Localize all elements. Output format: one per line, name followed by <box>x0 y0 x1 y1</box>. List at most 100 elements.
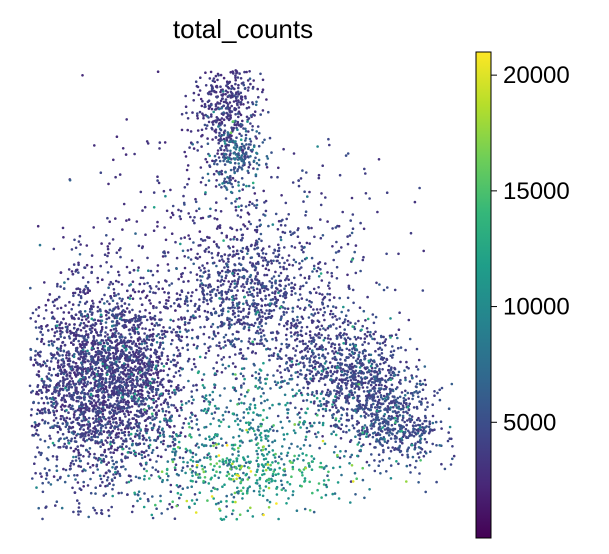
cell-point <box>377 158 381 161</box>
cell-point <box>247 307 251 311</box>
cell-point <box>137 290 141 293</box>
cell-point <box>307 277 311 280</box>
cell-point <box>70 377 73 380</box>
cell-point <box>335 277 339 280</box>
cell-point <box>156 384 160 388</box>
cell-point <box>152 372 155 375</box>
cell-point <box>144 327 147 331</box>
cell-point <box>144 371 147 375</box>
cell-point <box>121 387 125 391</box>
cell-point <box>145 429 149 433</box>
cell-point <box>86 427 90 430</box>
cell-point <box>251 125 254 128</box>
cell-point <box>189 248 193 251</box>
cell-point <box>282 324 286 328</box>
cell-point <box>48 468 51 472</box>
cell-point <box>59 346 62 350</box>
cell-point <box>339 358 342 361</box>
cell-point <box>39 330 42 334</box>
cell-point <box>212 172 216 176</box>
cell-point <box>185 111 188 115</box>
cell-point <box>133 332 137 335</box>
cell-point <box>421 422 424 426</box>
cell-point <box>422 249 426 253</box>
cell-point <box>207 349 211 353</box>
cell-point <box>121 228 124 231</box>
cell-point <box>178 456 182 459</box>
cell-point <box>44 386 48 389</box>
cell-point <box>81 403 85 407</box>
cell-point <box>383 384 387 388</box>
cell-point <box>354 244 358 247</box>
cell-point <box>116 446 120 450</box>
cell-point <box>47 329 50 332</box>
cell-point <box>85 300 89 304</box>
cell-point <box>215 179 218 182</box>
cell-point <box>85 318 88 321</box>
cell-point <box>323 295 327 299</box>
cell-point <box>39 364 43 368</box>
cell-point <box>198 298 201 301</box>
cell-point <box>318 328 322 331</box>
cell-point <box>99 426 103 430</box>
cell-point <box>206 92 210 95</box>
cell-point <box>170 211 174 215</box>
cell-point <box>160 329 164 333</box>
cell-point <box>317 353 321 357</box>
cell-point <box>46 359 49 363</box>
cell-point <box>327 137 330 141</box>
cell-point <box>168 379 171 383</box>
cell-point <box>269 259 273 263</box>
cell-point <box>175 298 179 302</box>
cell-point <box>246 89 250 92</box>
cell-point <box>110 415 114 419</box>
cell-point <box>283 231 287 235</box>
cell-point <box>215 227 219 230</box>
cell-point <box>87 424 91 427</box>
cell-point <box>215 217 219 221</box>
cell-point <box>262 259 265 262</box>
cell-point <box>125 439 128 443</box>
cell-point <box>105 317 108 321</box>
cell-point <box>252 79 255 82</box>
cell-point <box>347 284 351 288</box>
cell-point <box>186 464 189 468</box>
cell-point <box>408 402 412 406</box>
cell-point <box>56 352 59 356</box>
cell-point <box>203 105 206 109</box>
cell-point <box>151 363 155 367</box>
cell-point <box>417 423 420 427</box>
cell-point <box>385 191 389 194</box>
cell-point <box>298 262 301 265</box>
cell-point <box>117 322 121 325</box>
cell-point <box>53 413 56 417</box>
cell-point <box>153 324 156 327</box>
cell-point <box>164 448 167 452</box>
cell-point <box>77 464 80 468</box>
cell-point <box>254 351 257 355</box>
cell-point <box>280 194 283 197</box>
cell-point <box>151 335 154 338</box>
cell-point <box>72 339 75 343</box>
cell-point <box>312 308 315 311</box>
cell-point <box>117 393 121 397</box>
cell-point <box>83 315 87 318</box>
cell-point <box>234 76 237 79</box>
cell-point <box>156 437 159 440</box>
cell-point <box>223 149 226 152</box>
cell-point <box>252 288 256 292</box>
cell-point <box>97 433 101 436</box>
cell-point <box>203 309 207 313</box>
cell-point <box>296 331 299 334</box>
cell-point <box>123 412 126 416</box>
cell-point <box>318 292 322 296</box>
cell-point <box>199 285 202 288</box>
cell-point <box>222 260 225 263</box>
cell-point <box>52 419 56 422</box>
cell-point <box>387 368 390 372</box>
cell-point <box>85 263 89 267</box>
cell-point <box>277 246 281 250</box>
cell-point <box>339 390 342 393</box>
cell-point <box>183 302 187 306</box>
cell-point <box>210 126 213 130</box>
